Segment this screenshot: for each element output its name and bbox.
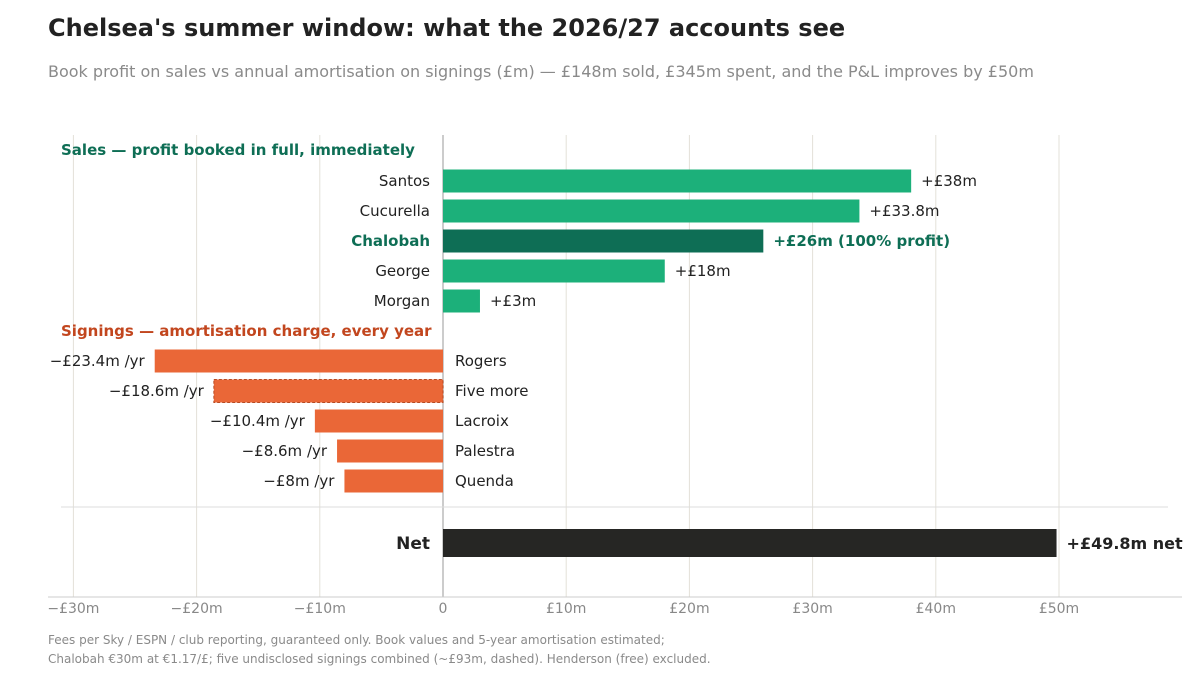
x-tick-label: 0	[439, 601, 448, 617]
signing-bar	[314, 409, 443, 433]
signing-player-label: Palestra	[455, 442, 515, 460]
sale-bar	[443, 229, 764, 253]
x-tick-label: −£20m	[171, 601, 223, 617]
signing-player-label: Five more	[455, 382, 528, 400]
sale-value-label: +£38m	[921, 172, 977, 190]
signing-player-label: Quenda	[455, 472, 514, 490]
net-label: Net	[396, 534, 430, 554]
signing-value-label: −£23.4m /yr	[50, 352, 146, 370]
sale-bar	[443, 259, 665, 283]
signing-value-label: −£18.6m /yr	[109, 382, 205, 400]
signing-value-label: −£10.4m /yr	[210, 412, 306, 430]
net-value-label: +£49.8m net	[1067, 534, 1184, 553]
x-tick-label: −£10m	[294, 601, 346, 617]
x-tick-label: −£30m	[47, 601, 99, 617]
sale-bar	[443, 199, 860, 223]
sale-player-label: Santos	[379, 172, 430, 190]
sale-bar	[443, 169, 912, 193]
footnote-line-2: Chalobah €30m at €1.17/£; five undisclos…	[48, 652, 711, 666]
sale-bar	[443, 289, 480, 313]
signing-bar	[213, 379, 444, 403]
sale-player-label: Morgan	[374, 292, 430, 310]
sale-player-label: Cucurella	[360, 202, 430, 220]
x-tick-label: £20m	[669, 601, 709, 617]
signing-player-label: Lacroix	[455, 412, 509, 430]
signing-bar	[337, 439, 443, 463]
sale-value-label: +£3m	[490, 292, 536, 310]
chart-subtitle: Book profit on sales vs annual amortisat…	[48, 62, 1034, 81]
sale-value-label: +£33.8m	[869, 202, 939, 220]
sales-group-label: Sales — profit booked in full, immediate…	[61, 141, 415, 159]
sale-player-label: Chalobah	[351, 232, 430, 250]
sale-value-label: +£18m	[675, 262, 731, 280]
footnote-line-1: Fees per Sky / ESPN / club reporting, gu…	[48, 633, 665, 647]
signing-bar	[344, 469, 443, 493]
x-tick-label: £50m	[1039, 601, 1079, 617]
net-bar	[443, 529, 1057, 557]
signing-bar	[154, 349, 443, 373]
signing-value-label: −£8m /yr	[263, 472, 335, 490]
signings-group-label: Signings — amortisation charge, every ye…	[61, 322, 432, 340]
sale-player-label: George	[375, 262, 430, 280]
chart-title: Chelsea's summer window: what the 2026/2…	[48, 14, 846, 42]
signing-player-label: Rogers	[455, 352, 507, 370]
x-tick-label: £40m	[916, 601, 956, 617]
x-tick-label: £10m	[546, 601, 586, 617]
x-tick-label: £30m	[792, 601, 832, 617]
signing-value-label: −£8.6m /yr	[242, 442, 328, 460]
sale-value-label: +£26m (100% profit)	[773, 232, 950, 250]
